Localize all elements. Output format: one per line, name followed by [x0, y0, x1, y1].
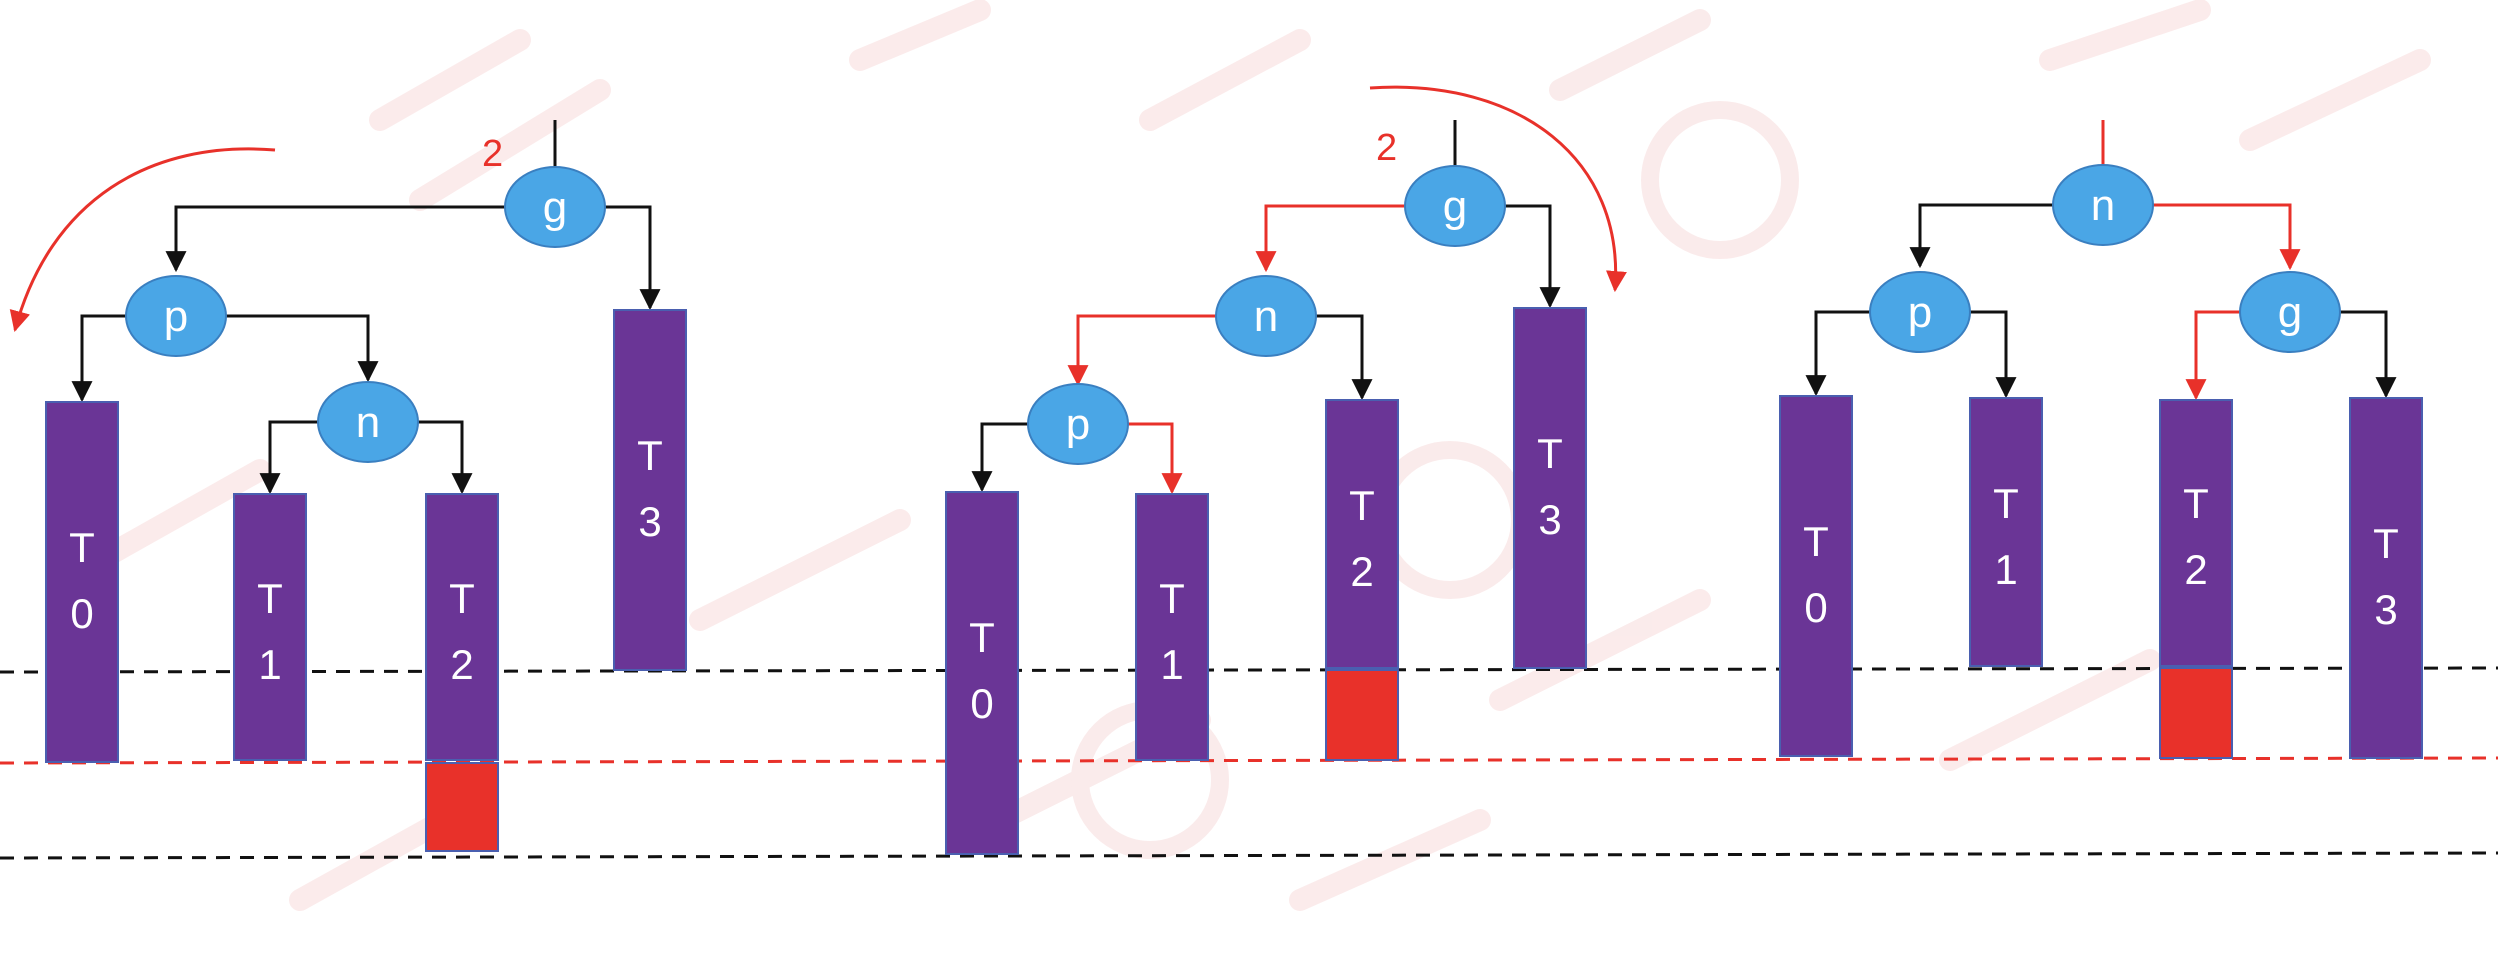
svg-text:1: 1 — [1994, 546, 2017, 593]
edge-g-t3 — [1503, 204, 1561, 309]
node-p: p — [1027, 383, 1129, 465]
node-n: n — [2052, 164, 2154, 246]
edge-g-p — [165, 205, 508, 273]
node-g: g — [504, 166, 606, 248]
subtree-t3: T 3 — [613, 309, 687, 671]
node-n: n — [1215, 275, 1317, 357]
diagram-middle: 2 T 0 T 1 T 2 T 3 g — [945, 85, 1627, 855]
subtree-t1: T 1 — [233, 493, 307, 761]
svg-text:3: 3 — [1538, 496, 1561, 543]
rotation-arrow — [9, 147, 276, 333]
subtree-t3: T 3 — [1513, 307, 1587, 669]
diagram-left: 2 T 0 T 1 T 2 T 3 g — [9, 120, 687, 852]
rotation-label: 2 — [482, 133, 503, 175]
edge-n-t2 — [416, 420, 473, 495]
baseline-top — [0, 666, 2498, 674]
edge-p-n — [224, 314, 379, 383]
edge-p-t0 — [971, 422, 1030, 493]
svg-text:T: T — [1159, 575, 1185, 622]
svg-text:T: T — [449, 575, 475, 622]
svg-text:g: g — [2278, 288, 2302, 337]
rotation-arrow — [1369, 85, 1627, 293]
svg-text:T: T — [257, 575, 283, 622]
edge-p-t0 — [71, 314, 128, 403]
svg-text:n: n — [356, 398, 380, 447]
subtree-t2: T 2 — [1325, 399, 1399, 669]
overflow-block — [2159, 667, 2233, 759]
edge-n-p — [1067, 314, 1218, 387]
svg-text:n: n — [2091, 181, 2115, 230]
edge-p-t1 — [1968, 310, 2017, 399]
edge-g-t2 — [2185, 310, 2242, 401]
svg-text:g: g — [543, 183, 567, 232]
svg-text:3: 3 — [2374, 586, 2397, 633]
subtree-t0: T 0 — [45, 401, 119, 763]
edge-p-t0 — [1805, 310, 1872, 397]
subtree-t0: T 0 — [1779, 395, 1853, 757]
svg-text:p: p — [164, 292, 188, 341]
svg-text:p: p — [1908, 288, 1932, 337]
edge-g-t3 — [603, 205, 661, 311]
svg-text:0: 0 — [1804, 584, 1827, 631]
svg-text:T: T — [637, 432, 663, 479]
subtree-t0: T 0 — [945, 491, 1019, 855]
svg-text:2: 2 — [450, 641, 473, 688]
baseline-bottom — [0, 851, 2498, 860]
edge-n-g — [2151, 203, 2301, 271]
svg-text:3: 3 — [638, 498, 661, 545]
edge-g-t3 — [2338, 310, 2397, 399]
node-g: g — [1404, 165, 1506, 247]
node-g: g — [2239, 271, 2341, 353]
edge-g-n — [1255, 204, 1407, 273]
svg-text:0: 0 — [70, 590, 93, 637]
overflow-block — [1325, 669, 1399, 761]
svg-text:T: T — [1993, 480, 2019, 527]
edge-n-t2 — [1314, 314, 1373, 401]
svg-text:T: T — [2373, 520, 2399, 567]
svg-text:2: 2 — [1350, 548, 1373, 595]
node-p: p — [125, 275, 227, 357]
subtree-t2: T 2 — [2159, 399, 2233, 667]
svg-text:g: g — [1443, 182, 1467, 231]
svg-text:T: T — [1537, 430, 1563, 477]
edge-p-t1 — [1126, 422, 1183, 495]
svg-text:T: T — [1349, 482, 1375, 529]
svg-text:T: T — [69, 524, 95, 571]
subtree-t1: T 1 — [1969, 397, 2043, 667]
overflow-block — [425, 762, 499, 852]
svg-text:0: 0 — [970, 680, 993, 727]
svg-text:p: p — [1066, 400, 1090, 449]
diagram-right: T 0 T 1 T 2 T 3 n p g — [1779, 120, 2423, 759]
node-n: n — [317, 381, 419, 463]
node-p: p — [1869, 271, 1971, 353]
edge-n-p — [1909, 203, 2055, 269]
edge-n-t1 — [259, 420, 320, 495]
subtree-t1: T 1 — [1135, 493, 1209, 761]
rotation-label: 2 — [1376, 127, 1397, 169]
subtree-t2: T 2 — [425, 493, 499, 761]
svg-text:T: T — [2183, 480, 2209, 527]
svg-text:n: n — [1254, 292, 1278, 341]
svg-text:1: 1 — [1160, 641, 1183, 688]
svg-text:2: 2 — [2184, 546, 2207, 593]
svg-text:T: T — [1803, 518, 1829, 565]
svg-text:T: T — [969, 614, 995, 661]
svg-text:1: 1 — [258, 641, 281, 688]
baseline-middle — [0, 756, 2498, 765]
watermark-pattern — [89, 0, 2431, 911]
subtree-t3: T 3 — [2349, 397, 2423, 759]
